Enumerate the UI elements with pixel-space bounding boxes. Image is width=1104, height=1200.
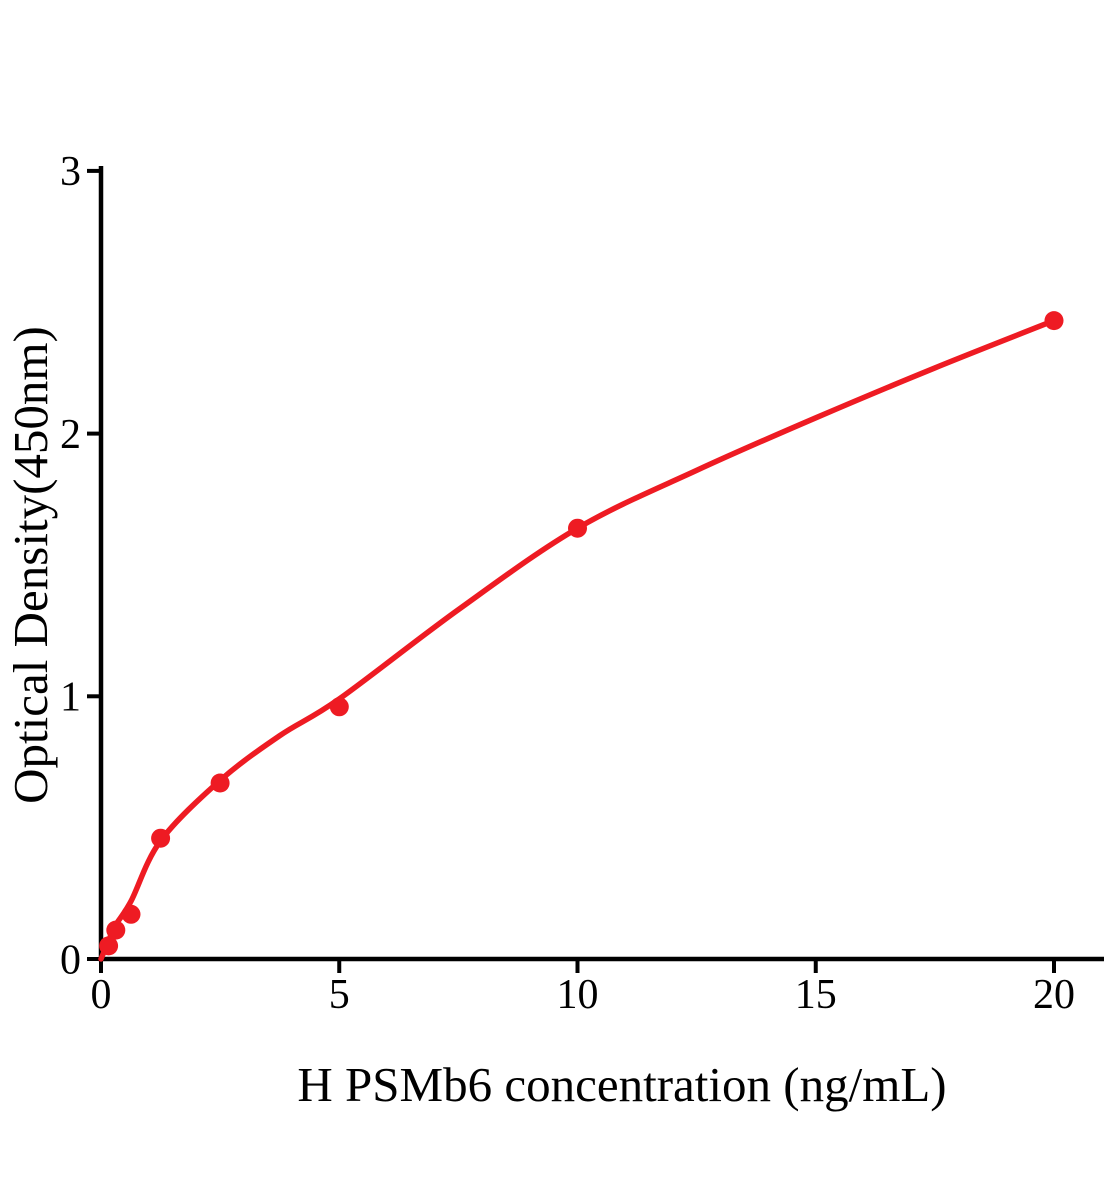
x-tick-label: 20 [1033,972,1075,1018]
x-tick-label: 5 [329,972,350,1018]
x-axis-title: H PSMb6 concentration (ng/mL) [297,1057,946,1112]
x-tick-label: 10 [557,972,599,1018]
data-point-marker [99,936,119,956]
data-point-marker [210,773,230,793]
data-point-marker [151,828,171,848]
data-point-marker [1044,311,1064,331]
y-tick-label: 2 [60,412,81,458]
y-tick-label: 1 [60,675,81,721]
x-tick-label: 15 [795,972,837,1018]
y-tick-label: 3 [60,149,81,195]
y-axis-title: Optical Density(450nm) [3,326,58,804]
data-point-marker [329,697,349,717]
data-point-marker [121,904,141,924]
y-tick-label: 0 [60,937,81,983]
fit-curve-line [98,317,1057,962]
x-tick-label: 0 [91,972,112,1018]
data-point-marker [568,518,587,538]
data-point-marker [106,920,126,940]
plot-layer: 0 5 10 15 20 0 1 2 3 [60,149,1104,1018]
